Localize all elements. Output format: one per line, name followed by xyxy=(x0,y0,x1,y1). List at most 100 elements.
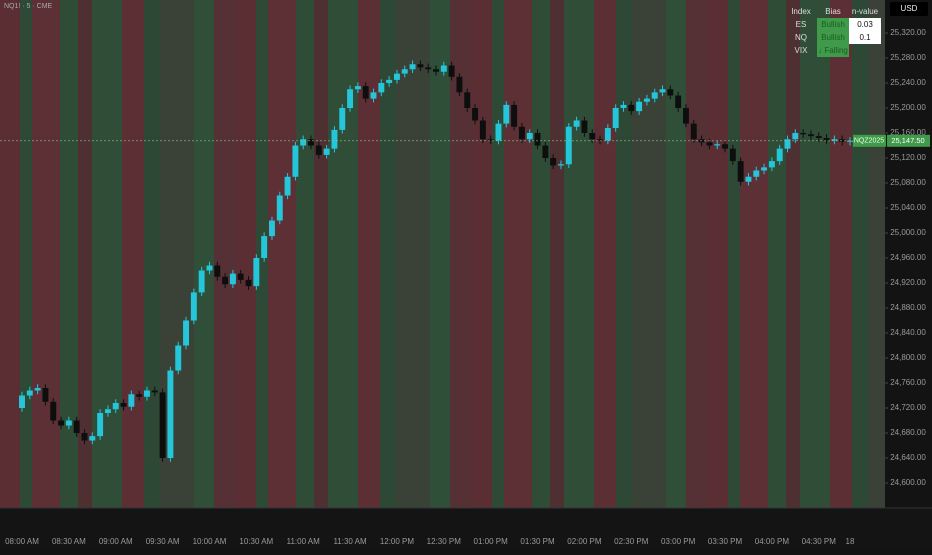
candle-body xyxy=(487,139,494,141)
n-value: 0.1 xyxy=(849,31,881,44)
candle-body xyxy=(253,258,260,287)
n-value: 0.03 xyxy=(849,18,881,31)
candle-body xyxy=(19,395,25,408)
n-value xyxy=(849,44,881,57)
x-tick-label: 02:00 PM xyxy=(567,537,602,546)
candle-body xyxy=(628,104,635,112)
x-tick-label: 12:00 PM xyxy=(380,537,415,546)
candle-body xyxy=(800,133,807,135)
candle-body xyxy=(331,129,338,149)
candle-body xyxy=(167,370,174,458)
candle-body xyxy=(518,126,525,140)
last-price-label: 25,147.50 xyxy=(891,136,924,145)
time-axis-bg xyxy=(0,508,932,550)
candle-body xyxy=(34,388,41,391)
x-tick-label: 10:30 AM xyxy=(239,537,273,546)
candle-body xyxy=(831,139,838,141)
candle-body xyxy=(456,76,463,93)
y-tick-label: 24,680.00 xyxy=(890,428,926,437)
y-tick-label: 25,120.00 xyxy=(890,153,926,162)
currency-button[interactable]: USD xyxy=(890,2,928,16)
candle-body xyxy=(495,123,502,141)
candle-body xyxy=(229,273,236,285)
candle-body xyxy=(206,265,213,271)
candle-body xyxy=(612,108,619,128)
candle-body xyxy=(511,104,518,127)
bias: ↓ Falling xyxy=(817,44,849,57)
y-tick-label: 25,280.00 xyxy=(890,53,926,62)
candle-body xyxy=(581,120,588,133)
candle-body xyxy=(643,98,650,102)
candle-body xyxy=(268,220,275,237)
candle-body xyxy=(433,69,439,72)
y-tick-label: 24,920.00 xyxy=(890,278,926,287)
candle-body xyxy=(409,64,416,70)
x-tick-label: 09:30 AM xyxy=(146,537,180,546)
y-tick-label: 25,320.00 xyxy=(890,28,926,37)
y-tick-label: 24,760.00 xyxy=(890,378,926,387)
candle-body xyxy=(339,108,346,130)
y-tick-label: 25,240.00 xyxy=(890,78,926,87)
x-tick-label: 08:00 AM xyxy=(5,537,39,546)
candle-body xyxy=(542,145,549,158)
candle-body xyxy=(347,89,354,108)
y-tick-label: 24,800.00 xyxy=(890,353,926,362)
x-tick-label: 11:00 AM xyxy=(287,537,321,546)
candle-body xyxy=(589,133,596,140)
candle-body xyxy=(245,279,252,287)
candle-body xyxy=(667,89,674,96)
bias: Bullish xyxy=(817,31,849,44)
candle-body xyxy=(198,270,205,293)
x-tick-label: 09:00 AM xyxy=(99,537,133,546)
candle-body xyxy=(58,420,65,426)
candle-body xyxy=(729,148,736,162)
candle-body xyxy=(120,403,127,407)
x-tick-label: 02:30 PM xyxy=(614,537,649,546)
candle-body xyxy=(682,108,689,124)
candle-body xyxy=(386,79,393,83)
candle-body xyxy=(222,276,229,285)
y-tick-label: 24,640.00 xyxy=(890,453,926,462)
y-tick-label: 24,960.00 xyxy=(890,253,926,262)
candle-body xyxy=(503,104,510,124)
candle-body xyxy=(261,236,268,258)
y-tick-label: 24,880.00 xyxy=(890,303,926,312)
candle-body xyxy=(393,73,400,80)
index: VIX xyxy=(794,46,808,55)
candle-body xyxy=(73,420,80,433)
candle-body xyxy=(839,139,846,142)
candle-body xyxy=(401,69,408,74)
candle-body xyxy=(534,133,541,146)
candle-body xyxy=(237,273,244,280)
candle-body xyxy=(308,139,314,146)
candle-body xyxy=(276,195,283,221)
candle-body xyxy=(847,140,853,142)
candle-body xyxy=(112,403,119,410)
candle-body xyxy=(89,436,96,441)
candle-body xyxy=(807,134,814,137)
candle-body xyxy=(362,86,369,99)
last-symbol-box xyxy=(853,134,886,147)
candle-body xyxy=(823,138,830,141)
x-tick-label: 08:30 AM xyxy=(52,537,86,546)
x-tick-label: 04:30 PM xyxy=(802,537,837,546)
last-price-box xyxy=(887,134,930,147)
x-tick-label: 03:30 PM xyxy=(708,537,743,546)
candle-body xyxy=(292,145,299,177)
col-header: Index xyxy=(791,7,811,16)
candle-body xyxy=(440,65,447,72)
candle-body xyxy=(214,265,221,277)
y-tick-label: 24,720.00 xyxy=(890,403,926,412)
candle-body xyxy=(526,133,533,140)
candle-body xyxy=(284,176,291,196)
candle-body xyxy=(479,120,486,140)
candle-body xyxy=(784,139,791,149)
candle-body xyxy=(42,388,49,402)
candle-body xyxy=(604,128,611,141)
candle-body xyxy=(675,95,682,108)
candle-body xyxy=(151,390,158,393)
x-tick-label: 11:30 AM xyxy=(333,537,367,546)
candle-body xyxy=(706,142,713,146)
candle-body xyxy=(190,292,197,321)
